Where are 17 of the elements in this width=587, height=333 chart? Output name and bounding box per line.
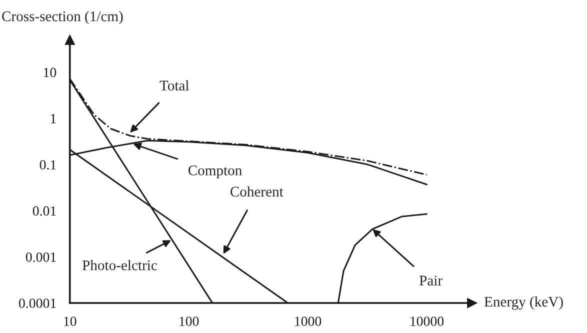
annotation: Compton	[188, 166, 242, 178]
y-tick-label: 1	[50, 114, 56, 124]
x-tick-label: 10000	[410, 316, 444, 326]
annotation: Pair	[419, 276, 442, 286]
y-tick-label: 0.01	[32, 206, 56, 216]
annotation: Total	[160, 80, 189, 91]
annotation: Photo-elctric	[82, 260, 157, 270]
y-tick-label: 0.0001	[18, 298, 56, 308]
y-axis-title: Cross-section (1/cm)	[2, 10, 123, 24]
x-tick-label: 100	[180, 316, 199, 326]
y-tick-label: 0.1	[40, 160, 56, 170]
x-tick-label: 10	[64, 316, 76, 326]
x-axis-title: Energy (keV)	[484, 296, 563, 310]
annotation: Coherent	[230, 186, 284, 197]
x-tick-label: 1000	[295, 316, 322, 326]
y-tick-label: 0.001	[26, 252, 56, 262]
y-tick-label: 10	[44, 68, 56, 78]
